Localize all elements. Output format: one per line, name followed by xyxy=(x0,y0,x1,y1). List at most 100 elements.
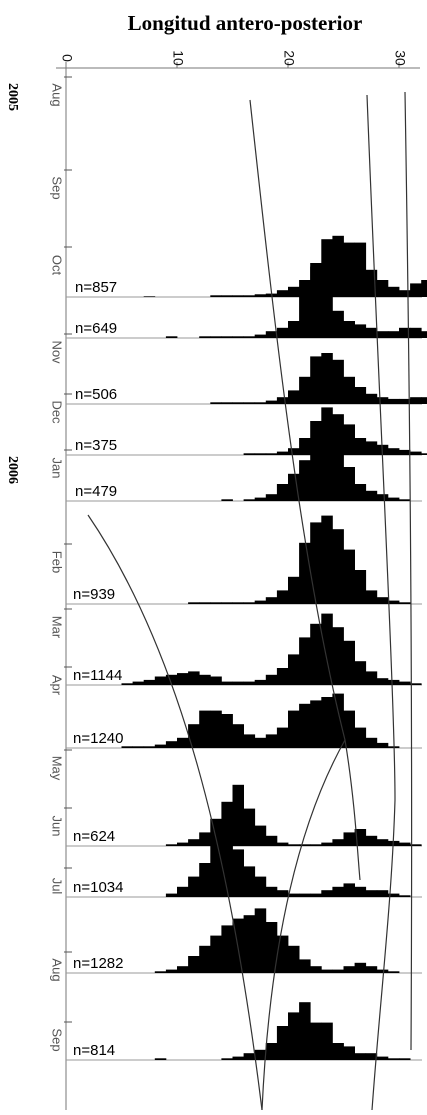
month-axis: Aug Sep Oct Nov Dec Jan Feb Mar Apr May Jun Jul Aug S… xyxy=(50,68,72,1110)
bar-9-23 xyxy=(321,890,333,897)
bar-2-23 xyxy=(321,353,333,404)
bar-6-9 xyxy=(165,674,178,685)
sample-label-8: n=624 xyxy=(73,828,115,845)
bar-11-26 xyxy=(354,1053,367,1060)
sample-label-1: n=649 xyxy=(75,320,117,337)
bar-11-30 xyxy=(399,1058,411,1060)
bar-2-29 xyxy=(387,398,400,404)
growth-curve-1 xyxy=(249,99,361,881)
bar-6-26 xyxy=(354,661,367,685)
bar-0-20 xyxy=(288,286,300,297)
bar-8-28 xyxy=(376,839,389,846)
bar-0-30 xyxy=(399,290,411,297)
bar-0-25 xyxy=(343,242,355,297)
bar-10-19 xyxy=(276,935,289,973)
bar-8-30 xyxy=(399,842,411,846)
bar-6-14 xyxy=(221,681,233,685)
bar-1-17 xyxy=(254,334,267,338)
sample-label-6: n=1144 xyxy=(73,667,122,684)
bar-4-29 xyxy=(387,497,400,501)
bar-7-6 xyxy=(132,746,145,748)
bar-5-25 xyxy=(343,549,355,604)
bar-7-18 xyxy=(265,734,278,748)
bar-4-14 xyxy=(221,499,233,501)
bar-3-21 xyxy=(299,438,311,455)
bar-0-14 xyxy=(221,295,233,297)
bar-1-23 xyxy=(321,280,333,338)
bar-8-25 xyxy=(343,832,355,846)
bar-0-28 xyxy=(376,280,389,297)
bar-11-15 xyxy=(232,1056,244,1060)
bar-3-30 xyxy=(399,449,411,455)
bar-1-19 xyxy=(276,327,289,338)
bar-3-22 xyxy=(310,421,322,455)
bar-7-24 xyxy=(332,693,344,748)
bar-3-27 xyxy=(365,441,378,455)
bar-9-14 xyxy=(221,839,233,897)
bar-5-15 xyxy=(232,602,244,604)
growth-curve-2 xyxy=(87,514,263,1111)
bar-4-21 xyxy=(299,460,311,501)
bar-5-11 xyxy=(188,602,200,604)
bar-0-26 xyxy=(354,242,367,297)
month-label-8: Apr xyxy=(50,675,65,696)
bar-11-20 xyxy=(288,1012,300,1060)
month-label-0: Aug xyxy=(50,83,65,106)
bar-9-27 xyxy=(365,890,378,897)
bar-8-11 xyxy=(188,839,200,846)
bar-10-29 xyxy=(387,971,400,973)
bar-7-26 xyxy=(354,727,367,748)
bar-3-19 xyxy=(276,451,289,455)
bar-8-9 xyxy=(165,844,178,846)
bar-10-26 xyxy=(354,962,367,973)
bar-2-24 xyxy=(332,359,344,404)
bar-8-22 xyxy=(310,844,322,846)
bar-3-29 xyxy=(387,448,400,455)
bar-6-20 xyxy=(288,654,300,685)
bar-1-16 xyxy=(243,336,256,338)
bar-8-19 xyxy=(276,842,289,846)
bar-0-17 xyxy=(254,294,267,297)
bar-7-25 xyxy=(343,710,355,748)
bar-9-30 xyxy=(399,895,411,897)
chart-title: Longitud antero-posterior xyxy=(128,11,363,35)
bar-9-22 xyxy=(310,893,322,897)
bar-6-29 xyxy=(387,679,400,685)
bar-10-13 xyxy=(210,935,222,973)
bar-8-10 xyxy=(177,842,189,846)
month-label-2: Oct xyxy=(50,255,65,276)
sample-label-9: n=1034 xyxy=(73,879,123,896)
bar-11-22 xyxy=(310,1022,322,1060)
bar-10-9 xyxy=(165,969,178,973)
bar-8-15 xyxy=(232,784,244,846)
bar-1-28 xyxy=(376,331,389,338)
month-label-6: Feb xyxy=(50,551,65,573)
bar-11-17 xyxy=(254,1049,267,1060)
bar-4-16 xyxy=(243,499,256,501)
bar-0-29 xyxy=(387,286,400,297)
bar-11-28 xyxy=(376,1056,389,1060)
bar-6-30 xyxy=(399,681,411,685)
sample-label-7: n=1240 xyxy=(73,730,123,747)
bar-9-18 xyxy=(265,886,278,897)
bar-7-23 xyxy=(321,697,333,748)
bar-4-30 xyxy=(399,499,411,501)
bar-4-22 xyxy=(310,443,322,501)
bar-9-25 xyxy=(343,883,355,897)
bar-0-27 xyxy=(365,269,378,297)
bar-3-26 xyxy=(354,438,367,455)
bar-3-18 xyxy=(265,453,278,455)
bar-5-17 xyxy=(254,600,267,604)
bar-2-26 xyxy=(354,387,367,404)
bar-8-17 xyxy=(254,825,267,846)
bar-1-27 xyxy=(365,327,378,338)
month-label-5: Jan xyxy=(50,458,65,479)
bar-1-25 xyxy=(343,321,355,338)
bar-5-21 xyxy=(299,542,311,604)
bar-5-24 xyxy=(332,529,344,604)
bar-7-20 xyxy=(288,710,300,748)
bar-6-7 xyxy=(143,679,156,685)
bar-7-27 xyxy=(365,737,378,748)
bar-6-11 xyxy=(188,671,200,685)
bar-4-24 xyxy=(332,446,344,501)
